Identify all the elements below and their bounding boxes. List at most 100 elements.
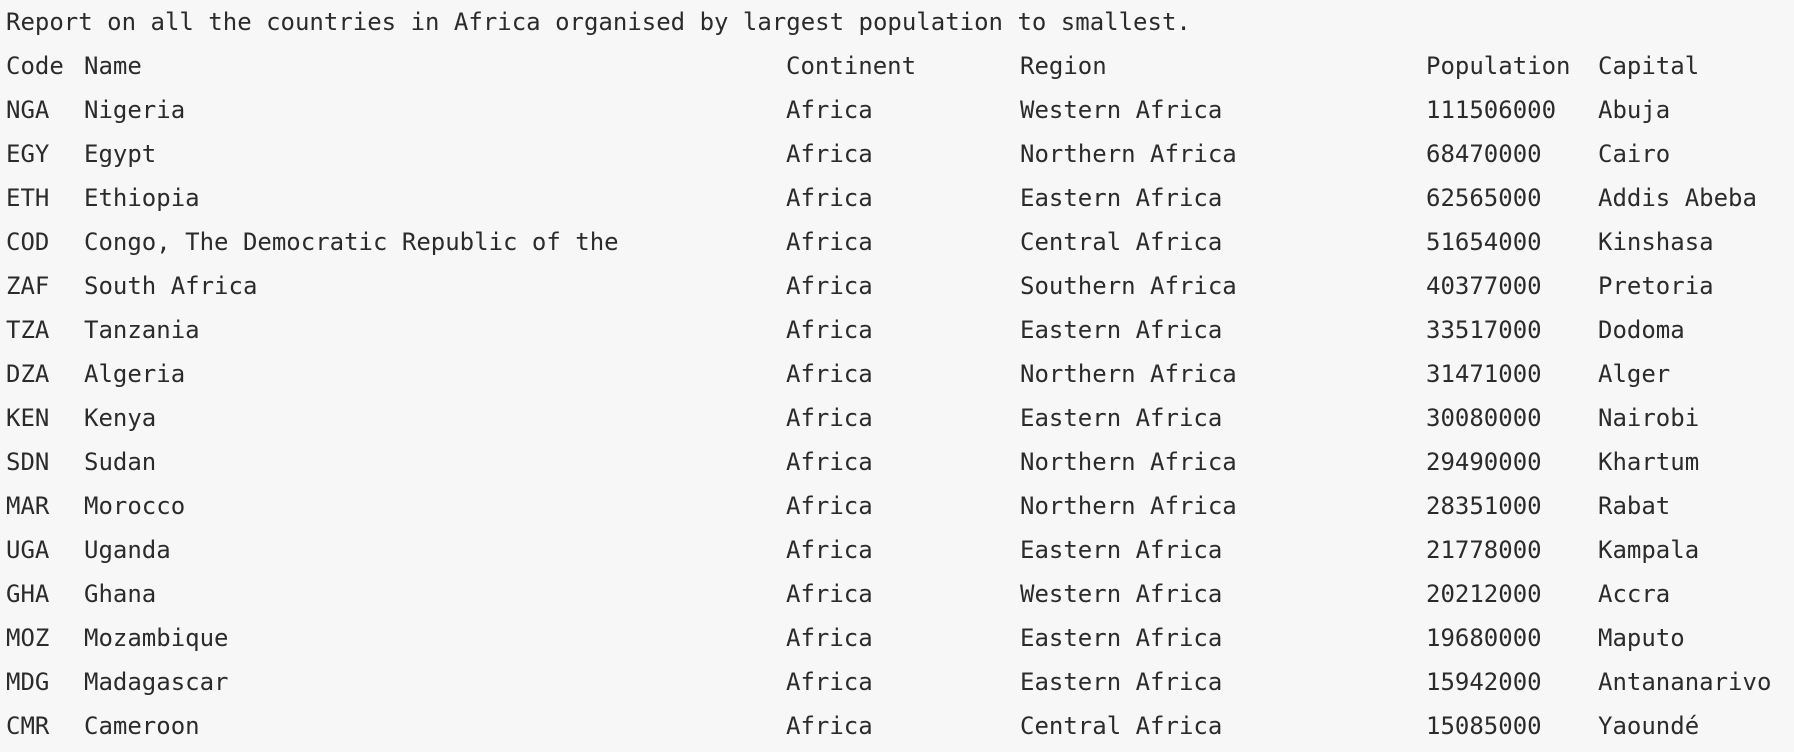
cell-code: DZA — [6, 360, 50, 388]
cell-continent: Africa — [786, 360, 873, 388]
cell-code: TZA — [6, 316, 50, 344]
cell-capital: Khartum — [1598, 448, 1700, 476]
cell-region: Eastern Africa — [1020, 668, 1223, 696]
table-row: EGY Egypt Africa Northern Africa 6847000… — [0, 132, 1794, 176]
cell-name: Uganda — [84, 536, 171, 564]
cell-capital: Yaoundé — [1598, 712, 1700, 740]
cell-name: Kenya — [84, 404, 157, 432]
column-header-capital: Capital — [1598, 52, 1700, 80]
cell-population: 62565000 — [1426, 184, 1542, 212]
cell-code: MOZ — [6, 624, 50, 652]
column-header-population: Population — [1426, 52, 1571, 80]
cell-capital: Antananarivo — [1598, 668, 1772, 696]
cell-capital: Rabat — [1598, 492, 1671, 520]
cell-code: ZAF — [6, 272, 50, 300]
cell-capital: Maputo — [1598, 624, 1685, 652]
cell-name: Nigeria — [84, 96, 186, 124]
cell-population: 40377000 — [1426, 272, 1542, 300]
table-row: COD Congo, The Democratic Republic of th… — [0, 220, 1794, 264]
cell-population: 15085000 — [1426, 712, 1542, 740]
cell-name: Tanzania — [84, 316, 200, 344]
cell-code: EGY — [6, 140, 50, 168]
cell-capital: Abuja — [1598, 96, 1671, 124]
column-header-region: Region — [1020, 52, 1107, 80]
cell-capital: Nairobi — [1598, 404, 1700, 432]
cell-code: NGA — [6, 96, 50, 124]
cell-name: South Africa — [84, 272, 258, 300]
cell-continent: Africa — [786, 96, 873, 124]
cell-region: Central Africa — [1020, 228, 1223, 256]
cell-name: Ethiopia — [84, 184, 200, 212]
column-header-continent: Continent — [786, 52, 917, 80]
cell-code: CMR — [6, 712, 50, 740]
cell-region: Western Africa — [1020, 580, 1223, 608]
table-row: MAR Morocco Africa Northern Africa 28351… — [0, 484, 1794, 528]
table-row: CMR Cameroon Africa Central Africa 15085… — [0, 704, 1794, 748]
cell-region: Northern Africa — [1020, 448, 1237, 476]
cell-name: Ghana — [84, 580, 157, 608]
cell-code: SDN — [6, 448, 50, 476]
cell-population: 68470000 — [1426, 140, 1542, 168]
report-title: Report on all the countries in Africa or… — [6, 8, 1191, 36]
cell-continent: Africa — [786, 448, 873, 476]
cell-name: Sudan — [84, 448, 157, 476]
cell-region: Eastern Africa — [1020, 184, 1223, 212]
cell-capital: Dodoma — [1598, 316, 1685, 344]
cell-continent: Africa — [786, 228, 873, 256]
cell-continent: Africa — [786, 580, 873, 608]
cell-population: 20212000 — [1426, 580, 1542, 608]
cell-continent: Africa — [786, 140, 873, 168]
cell-region: Central Africa — [1020, 712, 1223, 740]
cell-continent: Africa — [786, 272, 873, 300]
cell-region: Eastern Africa — [1020, 316, 1223, 344]
cell-code: GHA — [6, 580, 50, 608]
cell-capital: Alger — [1598, 360, 1671, 388]
cell-population: 33517000 — [1426, 316, 1542, 344]
cell-name: Congo, The Democratic Republic of the — [84, 228, 619, 256]
cell-code: MDG — [6, 668, 50, 696]
cell-population: 21778000 — [1426, 536, 1542, 564]
cell-code: ETH — [6, 184, 50, 212]
cell-population: 51654000 — [1426, 228, 1542, 256]
table-row: MOZ Mozambique Africa Eastern Africa 196… — [0, 616, 1794, 660]
cell-region: Western Africa — [1020, 96, 1223, 124]
table-row: UGA Uganda Africa Eastern Africa 2177800… — [0, 528, 1794, 572]
cell-region: Eastern Africa — [1020, 404, 1223, 432]
cell-population: 111506000 — [1426, 96, 1557, 124]
cell-capital: Pretoria — [1598, 272, 1714, 300]
cell-population: 19680000 — [1426, 624, 1542, 652]
cell-region: Southern Africa — [1020, 272, 1237, 300]
cell-capital: Cairo — [1598, 140, 1671, 168]
cell-population: 30080000 — [1426, 404, 1542, 432]
cell-continent: Africa — [786, 712, 873, 740]
table-row: ETH Ethiopia Africa Eastern Africa 62565… — [0, 176, 1794, 220]
table-row: SDN Sudan Africa Northern Africa 2949000… — [0, 440, 1794, 484]
cell-name: Algeria — [84, 360, 186, 388]
column-header-name: Name — [84, 52, 142, 80]
cell-continent: Africa — [786, 316, 873, 344]
cell-capital: Accra — [1598, 580, 1671, 608]
cell-region: Northern Africa — [1020, 140, 1237, 168]
cell-capital: Kampala — [1598, 536, 1700, 564]
cell-region: Eastern Africa — [1020, 536, 1223, 564]
cell-name: Madagascar — [84, 668, 229, 696]
table-row: MDG Madagascar Africa Eastern Africa 159… — [0, 660, 1794, 704]
table-header-row: Code Name Continent Region Population Ca… — [0, 44, 1794, 88]
cell-capital: Addis Abeba — [1598, 184, 1757, 212]
cell-name: Egypt — [84, 140, 157, 168]
table-row: GHA Ghana Africa Western Africa 20212000… — [0, 572, 1794, 616]
cell-population: 28351000 — [1426, 492, 1542, 520]
cell-name: Mozambique — [84, 624, 229, 652]
table-row: NGA Nigeria Africa Western Africa 111506… — [0, 88, 1794, 132]
cell-population: 15942000 — [1426, 668, 1542, 696]
cell-name: Cameroon — [84, 712, 200, 740]
cell-code: MAR — [6, 492, 50, 520]
cell-continent: Africa — [786, 536, 873, 564]
cell-continent: Africa — [786, 492, 873, 520]
table-row: ZAF South Africa Africa Southern Africa … — [0, 264, 1794, 308]
cell-region: Eastern Africa — [1020, 624, 1223, 652]
cell-region: Northern Africa — [1020, 360, 1237, 388]
cell-continent: Africa — [786, 184, 873, 212]
cell-code: COD — [6, 228, 50, 256]
cell-continent: Africa — [786, 404, 873, 432]
